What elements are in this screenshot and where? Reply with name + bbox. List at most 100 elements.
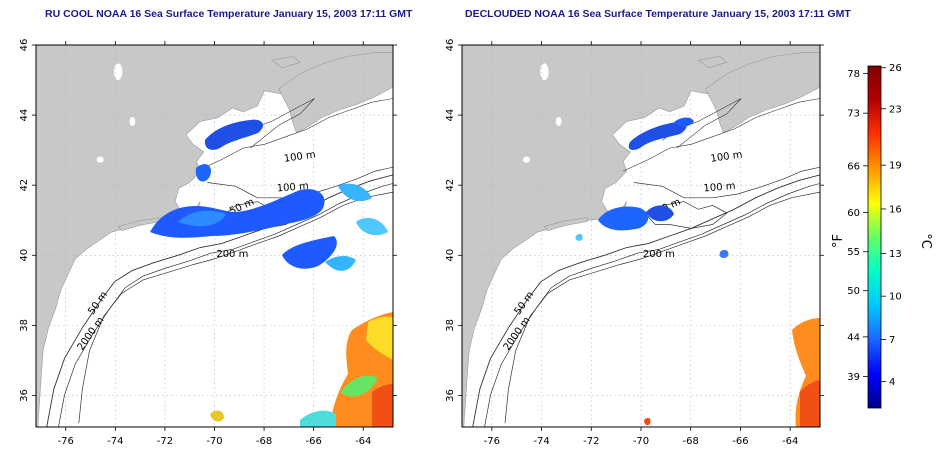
lake — [113, 63, 123, 81]
lake — [96, 156, 104, 163]
contour-label: 100 m — [283, 149, 316, 164]
sst-patch — [628, 121, 687, 150]
celsius-tick-label: 23 — [889, 104, 902, 115]
depth-contour — [472, 174, 820, 427]
celsius-tick-label: 4 — [889, 377, 895, 388]
colorbar-ramp — [867, 65, 882, 409]
lon-tick-label: -68 — [256, 436, 272, 447]
sst-patch — [210, 410, 224, 422]
sst-patch — [178, 210, 226, 227]
sst-patch — [282, 236, 337, 269]
land-polygon — [697, 56, 728, 69]
depth-contour — [484, 183, 820, 427]
lon-tick-label: -70 — [633, 436, 649, 447]
celsius-tick-label: 7 — [889, 335, 895, 346]
land-polygon — [543, 217, 588, 232]
lon-tick-label: -74 — [107, 436, 123, 447]
lat-tick-label: 42 — [19, 179, 30, 192]
sst-patch — [366, 316, 393, 360]
lon-tick-label: -72 — [157, 436, 173, 447]
fahrenheit-tick-label: 66 — [847, 161, 860, 172]
lake — [522, 156, 531, 163]
depth-contour — [647, 201, 728, 229]
contour-label: 100 m — [710, 149, 743, 164]
celsius-axis-label: °C — [918, 233, 933, 249]
panel-title-left: RU COOL NOAA 16 Sea Surface Temperature … — [45, 8, 413, 20]
temperature-colorbar: 78 73 66 60 55 50 44 39 26 23 19 16 13 10 7 4 °F °C — [831, 63, 933, 409]
depth-contour — [46, 174, 393, 427]
map-axes: -76 -74 -72 -70 -68 -66 -64 36 38 40 42 44 46 — [19, 39, 397, 447]
land-polygon — [270, 56, 301, 69]
celsius-tick-label: 10 — [889, 292, 902, 303]
lon-tick-label: -66 — [732, 436, 748, 447]
sst-patch — [674, 117, 694, 127]
lat-tick-label: 44 — [445, 109, 456, 122]
fahrenheit-tick-label: 55 — [847, 247, 860, 258]
lat-lon-gridlines — [36, 45, 393, 427]
fahrenheit-tick-label: 39 — [847, 372, 860, 383]
sst-patch — [372, 384, 393, 427]
celsius-tick-label: 13 — [889, 249, 902, 260]
sst-patch — [340, 375, 378, 397]
sst-patch — [195, 164, 211, 182]
lake — [129, 116, 136, 126]
celsius-tick-label: 26 — [889, 63, 902, 74]
sst-pixels — [575, 117, 820, 427]
sst-patch — [800, 380, 820, 427]
sst-patch — [598, 206, 649, 231]
contour-label: 100 m — [703, 181, 736, 195]
celsius-tick-label: 16 — [889, 204, 902, 215]
sst-patch — [204, 119, 264, 150]
lat-tick-label: 38 — [445, 319, 456, 332]
lat-tick-label: 40 — [19, 249, 30, 262]
lon-tick-label: -72 — [583, 436, 599, 447]
sst-patch — [356, 217, 388, 236]
lat-tick-label: 44 — [19, 109, 30, 122]
depth-contour — [78, 191, 393, 424]
depth-contour — [622, 98, 820, 172]
colorbar-ticks: 78 73 66 60 55 50 44 39 26 23 19 16 13 10 7 4 — [847, 63, 901, 388]
lat-tick-label: 36 — [445, 389, 456, 402]
land-polygon — [705, 52, 820, 134]
fahrenheit-tick-label: 44 — [847, 332, 860, 343]
lon-tick-label: -76 — [484, 436, 500, 447]
sst-patch — [338, 183, 372, 202]
contour-label: 200 m — [216, 249, 248, 260]
lat-tick-label: 40 — [445, 249, 456, 262]
sst-patch — [300, 410, 336, 427]
fahrenheit-axis-label: °F — [831, 234, 846, 248]
fahrenheit-tick-label: 60 — [847, 208, 860, 219]
lon-tick-label: -68 — [683, 436, 699, 447]
lat-lon-gridlines — [462, 45, 820, 427]
lake — [555, 116, 562, 126]
lat-tick-label: 46 — [445, 39, 456, 52]
sst-patch — [719, 249, 729, 259]
celsius-tick-label: 19 — [889, 161, 902, 172]
lon-tick-label: -66 — [305, 436, 321, 447]
fahrenheit-tick-label: 50 — [847, 286, 860, 297]
lon-tick-label: -64 — [782, 436, 798, 447]
lon-tick-label: -76 — [58, 436, 74, 447]
lon-tick-label: -70 — [206, 436, 222, 447]
lat-tick-label: 36 — [19, 389, 30, 402]
contour-label: 200 m — [643, 249, 675, 260]
lat-tick-label: 38 — [19, 319, 30, 332]
land-mask — [462, 45, 820, 427]
panel-title-right: DECLOUDED NOAA 16 Sea Surface Temperatur… — [465, 8, 851, 20]
lat-tick-label: 46 — [19, 39, 30, 52]
sst-patch — [644, 417, 651, 426]
depth-contour — [504, 191, 820, 424]
lon-tick-label: -74 — [533, 436, 549, 447]
lat-tick-label: 42 — [445, 179, 456, 192]
depth-contour — [633, 166, 820, 199]
lake — [540, 63, 549, 81]
map-axes: -76 -74 -72 -70 -68 -66 -64 36 38 40 42 44 46 — [445, 39, 824, 447]
land-mask — [36, 45, 393, 427]
depth-contour — [58, 183, 393, 427]
depth-contour — [196, 98, 393, 172]
sst-patch — [325, 256, 356, 271]
lon-tick-label: -64 — [355, 436, 371, 447]
sst-patch — [575, 233, 583, 241]
